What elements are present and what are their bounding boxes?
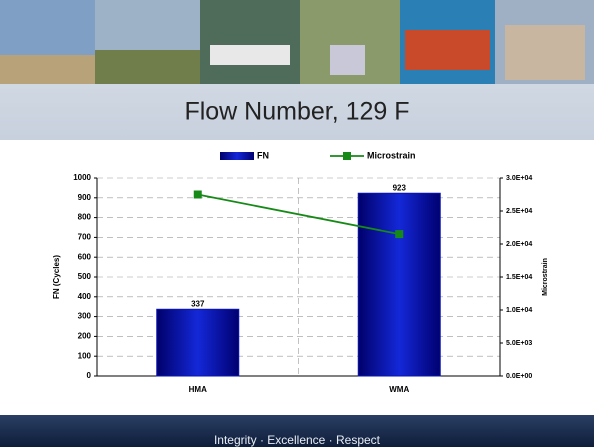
legend-swatch <box>343 152 351 160</box>
legend-label: FN <box>257 150 269 160</box>
y-tick-label: 300 <box>78 312 92 321</box>
y-tick-label: 600 <box>78 252 92 261</box>
data-label: 923 <box>393 183 407 192</box>
bar <box>156 308 240 377</box>
y-tick-label: 700 <box>78 233 92 242</box>
line <box>197 193 400 235</box>
marker <box>193 190 202 199</box>
bar <box>357 192 441 377</box>
photo-strip <box>0 0 594 84</box>
y2-tick-label: 0.0E+00 <box>506 373 532 380</box>
footer-text: Integrity · Excellence · Respect <box>214 433 381 447</box>
y-tick-label: 0 <box>87 371 92 380</box>
y-tick-label: 200 <box>78 332 92 341</box>
y-tick-label: 500 <box>78 272 92 281</box>
x-tick-label: WMA <box>389 385 409 394</box>
y-tick-label: 1000 <box>73 173 91 182</box>
y2-tick-label: 1.0E+04 <box>506 307 532 314</box>
slide-title: Flow Number, 129 F <box>184 98 409 126</box>
x-tick-label: HMA <box>189 385 207 394</box>
data-label: 337 <box>191 299 205 308</box>
y-tick-label: 400 <box>78 292 92 301</box>
y-axis-label: FN (Cycles) <box>52 255 61 299</box>
legend-swatch <box>220 152 254 160</box>
y2-tick-label: 3.0E+04 <box>506 175 532 182</box>
legend-label: Microstrain <box>367 150 416 160</box>
y2-tick-label: 1.5E+04 <box>506 274 532 281</box>
y-tick-label: 100 <box>78 351 92 360</box>
y2-tick-label: 2.5E+04 <box>506 208 532 215</box>
y2-tick-label: 2.0E+04 <box>506 241 532 248</box>
marker <box>395 230 404 239</box>
y2-axis-label: Microstrain <box>542 258 549 296</box>
y-tick-label: 900 <box>78 193 92 202</box>
y-tick-label: 800 <box>78 213 92 222</box>
y2-tick-label: 5.0E+03 <box>506 340 532 347</box>
footer-band <box>0 415 594 447</box>
